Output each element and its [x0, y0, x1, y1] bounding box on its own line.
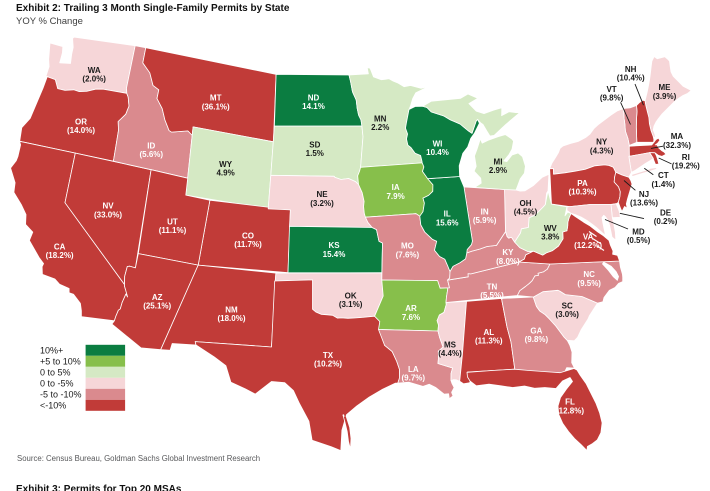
- svg-text:NH(10.4%): NH (10.4%): [617, 65, 645, 83]
- svg-text:MO(7.6%): MO (7.6%): [396, 242, 420, 260]
- svg-text:VT(9.8%): VT (9.8%): [600, 85, 624, 103]
- svg-text:MD(0.5%): MD (0.5%): [627, 227, 651, 245]
- svg-text:0 to -5%: 0 to -5%: [40, 378, 74, 388]
- svg-text:-5 to -10%: -5 to -10%: [40, 389, 82, 399]
- svg-text:NJ(13.6%): NJ (13.6%): [630, 190, 658, 208]
- svg-text:0 to 5%: 0 to 5%: [40, 367, 71, 377]
- svg-text:WA(2.0%): WA (2.0%): [82, 66, 106, 84]
- svg-text:CT(1.4%): CT (1.4%): [652, 171, 676, 189]
- svg-text:WV3.8%: WV 3.8%: [541, 224, 559, 242]
- svg-text:MN2.2%: MN 2.2%: [371, 114, 389, 132]
- svg-text:10%+: 10%+: [40, 345, 63, 355]
- svg-text:MA(32.3%): MA (32.3%): [663, 132, 691, 150]
- svg-text:+5 to 10%: +5 to 10%: [40, 356, 81, 366]
- svg-text:AR7.6%: AR 7.6%: [402, 304, 420, 322]
- svg-text:<-10%: <-10%: [40, 400, 66, 410]
- svg-text:DE(0.2%): DE (0.2%): [654, 209, 678, 227]
- svg-text:WY4.9%: WY 4.9%: [216, 160, 234, 178]
- svg-text:SD1.5%: SD 1.5%: [306, 141, 324, 159]
- svg-text:RI(19.2%): RI (19.2%): [672, 153, 700, 171]
